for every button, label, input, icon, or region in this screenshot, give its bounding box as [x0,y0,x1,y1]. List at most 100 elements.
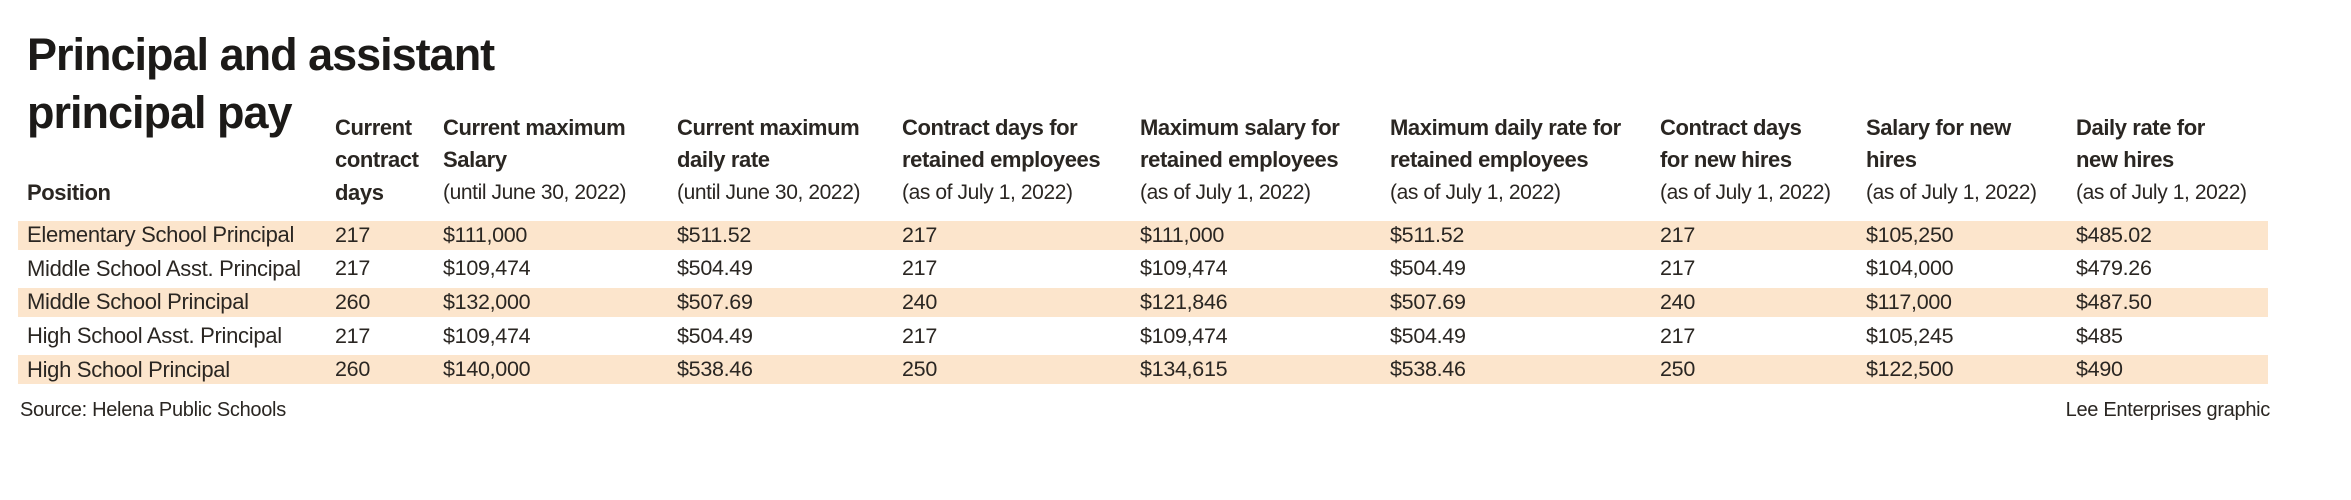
page-title-line-1: Principal and assistant [27,29,495,80]
cell-maximum-salary-retained: $134,615 [1140,357,1228,382]
cell-maximum-daily-rate-retained: $538.46 [1390,357,1466,382]
cell-position: High School Asst. Principal [27,323,282,349]
cell-current-maximum-daily-rate: $504.49 [677,323,753,348]
column-header-line: Current maximum [443,114,626,140]
cell-maximum-daily-rate-retained: $511.52 [1390,222,1465,247]
cell-current-contract-days: 217 [335,222,370,247]
cell-daily-rate-new-hires: $485.02 [2076,222,2152,247]
cell-contract-days-new-hires: 217 [1660,222,1695,247]
cell-position: Middle School Asst. Principal [27,255,301,281]
column-header-line: contract [335,147,419,172]
cell-contract-days-retained: 217 [902,222,937,247]
cell-current-maximum-salary: $109,474 [443,256,531,281]
source-credit: Source: Helena Public Schools [20,399,286,421]
column-header-contract-days-new-hires: Contract days for new hires (as of July 1,… [1660,112,1866,217]
cell-current-contract-days: 260 [335,357,370,382]
cell-salary-new-hires: $117,000 [1866,289,1952,314]
cell-current-maximum-salary: $132,000 [443,289,531,314]
cell-contract-days-retained: 217 [902,323,937,348]
cell-salary-new-hires: $105,245 [1866,323,1954,348]
column-header-line: (until June 30, 2022) [443,180,627,204]
column-header-line: (as of July 1, 2022) [902,180,1073,204]
cell-maximum-daily-rate-retained: $504.49 [1390,323,1466,348]
column-header-line: for new hires [1660,147,1792,172]
column-header-line: Salary [443,147,507,172]
cell-daily-rate-new-hires: $487.50 [2076,289,2152,314]
column-header-line: (as of July 1, 2022) [1390,180,1561,204]
cell-salary-new-hires: $104,000 [1866,256,1954,281]
column-header-line: retained employees [902,147,1101,172]
cell-maximum-daily-rate-retained: $507.69 [1390,289,1466,314]
column-header-current-maximum-daily-rate: Current maximum daily rate (until June 30,… [677,112,902,217]
column-header-line: (as of July 1, 2022) [1140,180,1311,204]
column-header-line: Current [335,114,412,140]
cell-salary-new-hires: $122,500 [1866,357,1954,382]
column-header-line: retained employees [1390,147,1589,172]
column-header-current-maximum-salary: Current maximum Salary (until June 30, 202… [443,112,677,217]
column-header-line: (until June 30, 2022) [677,180,861,204]
cell-current-maximum-daily-rate: $504.49 [677,256,753,281]
table-rows: Elementary School Principal 217 $111,000 $5… [18,221,2268,389]
cell-current-maximum-daily-rate: $538.46 [677,357,753,382]
table-row: High School Asst. Principal 217 $109,474 $5… [18,322,2268,351]
cell-maximum-salary-retained: $121,846 [1140,289,1228,314]
cell-contract-days-retained: 240 [902,289,937,314]
graphic-credit: Lee Enterprises graphic [2065,399,2271,421]
cell-current-contract-days: 217 [335,256,370,281]
column-header-line: (as of July 1, 2022) [2076,180,2247,204]
cell-current-maximum-salary: $109,474 [443,323,531,348]
table-footer: Source: Helena Public Schools Lee Enterp… [18,399,2270,422]
page-title-line-2: principal pay [27,87,293,138]
table-row: High School Principal 260 $140,000 $538.46 2… [18,355,2268,384]
column-header-line: (as of July 1, 2022) [1660,180,1831,204]
column-header-line: new hires [2076,147,2174,172]
column-header-line: Position [27,179,111,205]
cell-position: Middle School Principal [27,289,249,315]
column-header-salary-new-hires: Salary for new hires (as of July 1, 2022) [1866,112,2076,217]
column-header-line: Maximum salary for [1140,114,1340,140]
column-header-line: Salary for new [1866,114,2011,140]
cell-salary-new-hires: $105,250 [1866,222,1954,247]
cell-current-maximum-daily-rate: $511.52 [677,222,752,247]
column-header-line: hires [1866,147,1917,172]
column-header-daily-rate-new-hires: Daily rate for new hires (as of July 1, 20… [2076,112,2268,217]
column-header-line: (as of July 1, 2022) [1866,180,2037,204]
cell-daily-rate-new-hires: $479.26 [2076,256,2152,281]
cell-maximum-salary-retained: $111,000 [1140,222,1225,247]
cell-contract-days-new-hires: 217 [1660,323,1695,348]
column-header-maximum-salary-retained: Maximum salary for retained employees (as … [1140,112,1390,217]
column-header-line: Current maximum [677,114,860,140]
cell-maximum-daily-rate-retained: $504.49 [1390,256,1466,281]
cell-position: High School Principal [27,356,230,382]
column-header-line: daily rate [677,147,770,172]
cell-contract-days-new-hires: 240 [1660,289,1695,314]
cell-current-maximum-salary: $140,000 [443,357,531,382]
column-header-position: Position [18,177,335,217]
cell-contract-days-retained: 250 [902,357,937,382]
column-header-line: days [335,179,384,205]
table-header: Position Current contract days Current maxim… [18,100,2268,216]
cell-current-maximum-salary: $111,000 [443,222,528,247]
table-row: Elementary School Principal 217 $111,000 $5… [18,221,2268,250]
column-header-line: Contract days for [902,114,1078,140]
cell-daily-rate-new-hires: $490 [2076,357,2123,382]
cell-current-contract-days: 260 [335,289,370,314]
table-row: Middle School Asst. Principal 217 $109,474… [18,255,2268,284]
cell-contract-days-retained: 217 [902,256,937,281]
cell-current-contract-days: 217 [335,323,370,348]
column-header-contract-days-retained: Contract days for retained employees (as o… [902,112,1140,217]
column-header-line: retained employees [1140,147,1339,172]
cell-contract-days-new-hires: 217 [1660,256,1695,281]
cell-daily-rate-new-hires: $485 [2076,323,2123,348]
table-row: Middle School Principal 260 $132,000 $507.6… [18,288,2268,317]
cell-position: Elementary School Principal [27,222,295,248]
cell-maximum-salary-retained: $109,474 [1140,256,1228,281]
cell-maximum-salary-retained: $109,474 [1140,323,1228,348]
column-header-line: Daily rate for [2076,114,2205,140]
cell-contract-days-new-hires: 250 [1660,357,1695,382]
column-header-line: Maximum daily rate for [1390,114,1621,140]
column-header-maximum-daily-rate-retained: Maximum daily rate for retained employees… [1390,112,1660,217]
cell-current-maximum-daily-rate: $507.69 [677,289,753,314]
page-title: Principal and assistant principal pay [27,26,495,142]
